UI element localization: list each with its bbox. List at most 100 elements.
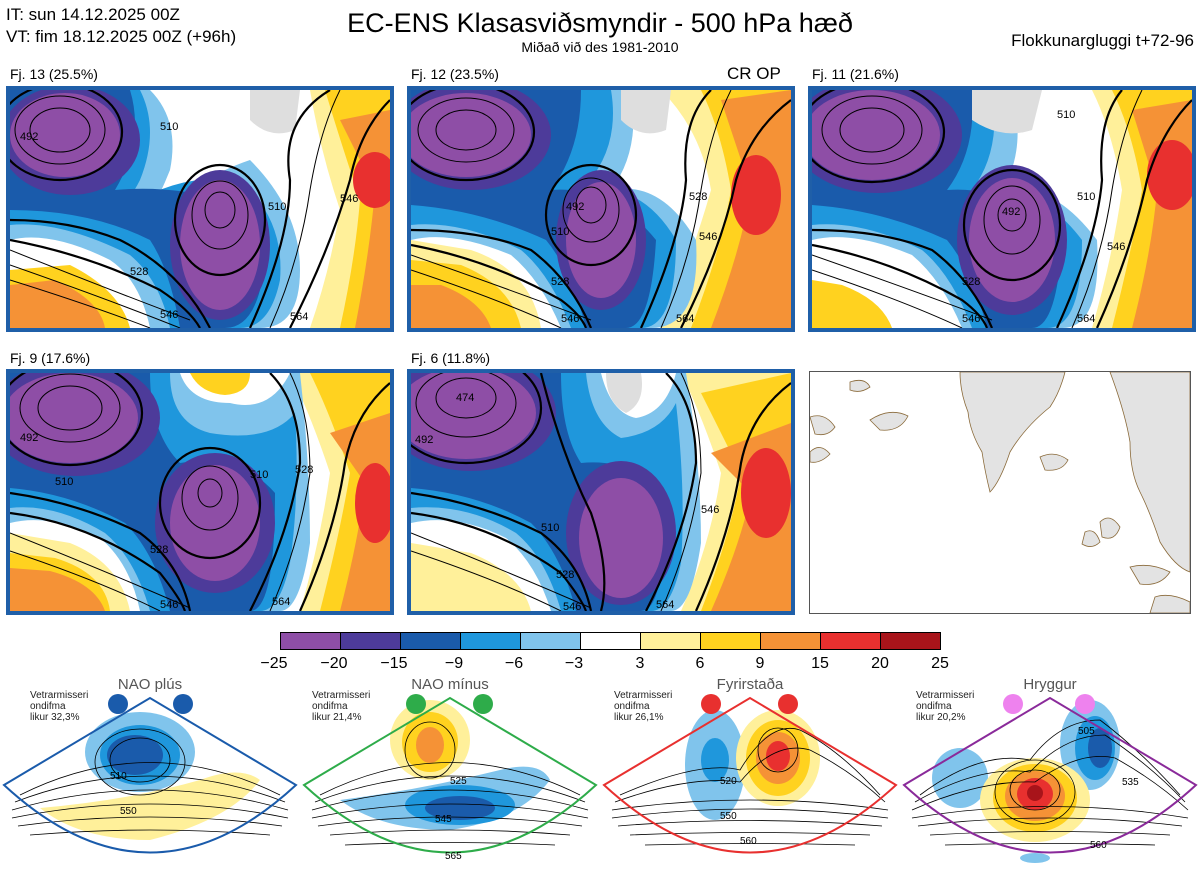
contour-label: 545 <box>435 814 452 825</box>
colorbar-tick: −3 <box>564 655 584 672</box>
contour-label: 546 <box>962 313 980 325</box>
contour-label: 560 <box>740 836 757 847</box>
panel-label-1: Fj. 13 (25.5%) <box>10 66 98 82</box>
regime-blocking[interactable]: Vetrarmisseri ondifma likur 26,1% Fyrirs… <box>600 676 900 871</box>
regime-map: 525 545 565 <box>302 694 598 862</box>
regime-nao-minus[interactable]: Vetrarmisseri ondifma likur 21,4% NAO mí… <box>300 676 600 871</box>
colorbar-tick: −25 <box>260 655 288 672</box>
contour-label: 528 <box>689 191 707 203</box>
colorbar-tick: −6 <box>504 655 524 672</box>
contour-label: 546 <box>160 309 178 321</box>
contour-label: 510 <box>268 201 286 213</box>
contour-label: 564 <box>656 599 674 611</box>
contour-label: 474 <box>456 392 474 404</box>
regime-map: 510 550 <box>2 694 298 854</box>
contour-label: 564 <box>290 311 308 323</box>
contour-label: 565 <box>445 851 462 862</box>
contour-label: 546 <box>340 193 358 205</box>
colorbar-segment <box>880 632 941 650</box>
colorbar-tick: −15 <box>380 655 408 672</box>
colorbar-tick: 20 <box>871 655 889 672</box>
panel-label-3: Fj. 11 (21.6%) <box>812 66 899 82</box>
crop-tag: CR OP <box>727 64 781 83</box>
page-subtitle: Miðað við des 1981-2010 <box>521 39 679 55</box>
contour-label: 560 <box>1090 840 1107 851</box>
cluster-panel-3[interactable]: 492 510 528 546 564 510 546 <box>808 86 1196 332</box>
colorbar-segment <box>580 632 641 650</box>
page-title: EC-ENS Klasasviðsmyndir - 500 hPa hæð <box>347 8 853 38</box>
colorbar-tick: −9 <box>444 655 464 672</box>
contour-label: 528 <box>962 276 980 288</box>
contour-label: 510 <box>110 771 127 782</box>
colorbar-segment <box>820 632 881 650</box>
colorbar-segment <box>640 632 701 650</box>
panel-label-5: Fj. 6 (11.8%) <box>411 350 491 366</box>
regime-note: Vetrarmisseri ondifma likur 26,1% <box>614 690 673 723</box>
colorbar-segment <box>520 632 581 650</box>
contour-label: 510 <box>160 121 178 133</box>
cluster-panel-5[interactable]: 474 510 528 546 564 492 546 <box>407 369 795 615</box>
colorbar-segment <box>340 632 401 650</box>
contour-label: 535 <box>1122 777 1139 788</box>
contour-label: 510 <box>55 476 73 488</box>
contour-label: 492 <box>20 131 38 143</box>
contour-label: 550 <box>720 811 737 822</box>
regime-note: Vetrarmisseri ondifma likur 32,3% <box>30 690 89 723</box>
colorbar-tick: 15 <box>811 655 829 672</box>
contour-label: 546 <box>1107 241 1125 253</box>
init-time: IT: sun 14.12.2025 00Z <box>6 5 180 24</box>
cluster-panel-1[interactable]: 492 510 528 546 564 510 546 <box>6 86 394 332</box>
contour-label: 492 <box>415 434 433 446</box>
colorbar-tick: 25 <box>931 655 949 672</box>
contour-label: 546 <box>701 504 719 516</box>
panel-label-4: Fj. 9 (17.6%) <box>10 350 91 366</box>
contour-label: 510 <box>1057 109 1075 121</box>
colorbar-tick: 6 <box>695 655 705 672</box>
regime-note: Vetrarmisseri ondifma likur 21,4% <box>312 690 371 723</box>
contour-label: 550 <box>120 806 137 817</box>
regime-title: NAO mínus <box>411 676 489 693</box>
contour-label: 564 <box>272 596 290 608</box>
regime-nao-plus[interactable]: Vetrarmisseri ondifma likur 32,3% NAO pl… <box>0 676 300 871</box>
regime-title: Hryggur <box>1023 676 1077 693</box>
colorbar-tick: 9 <box>755 655 765 672</box>
contour-label: 528 <box>130 266 148 278</box>
contour-label: 505 <box>1078 726 1095 737</box>
cluster-panel-4[interactable]: 492 510 528 546 564 510 528 <box>6 369 394 615</box>
colorbar-tick: 3 <box>635 655 645 672</box>
contour-label: 492 <box>566 201 584 213</box>
contour-label: 492 <box>20 432 38 444</box>
valid-time: VT: fim 18.12.2025 00Z (+96h) <box>6 27 237 46</box>
colorbar-tick: −20 <box>320 655 348 672</box>
contour-label: 510 <box>551 226 569 238</box>
colorbar-segment <box>280 632 341 650</box>
panel-label-2: Fj. 12 (23.5%) <box>411 66 499 82</box>
regime-map: 520 550 560 <box>602 694 898 854</box>
colorbar-segment <box>760 632 821 650</box>
contour-label: 546 <box>160 599 178 611</box>
contour-label: 525 <box>450 776 467 787</box>
reference-map <box>809 371 1191 614</box>
regime-ridge[interactable]: Vetrarmisseri ondifma likur 20,2% Hryggu… <box>900 676 1200 871</box>
cluster-panel-2[interactable]: 492 510 528 546 564 528 546 <box>407 86 795 332</box>
contour-label: 528 <box>551 276 569 288</box>
contour-label: 564 <box>676 313 694 325</box>
contour-label: 510 <box>541 522 559 534</box>
contour-label: 546 <box>561 313 579 325</box>
header-times: IT: sun 14.12.2025 00Z VT: fim 18.12.202… <box>6 4 236 48</box>
colorbar-segment <box>400 632 461 650</box>
contour-label: 528 <box>150 544 168 556</box>
colorbar-segment <box>700 632 761 650</box>
contour-label: 510 <box>250 469 268 481</box>
window-label: Flokkunargluggi t+72-96 <box>1011 31 1194 50</box>
contour-label: 520 <box>720 776 737 787</box>
contour-label: 492 <box>1002 206 1020 218</box>
contour-label: 564 <box>1077 313 1095 325</box>
contour-label: 528 <box>556 569 574 581</box>
regime-note: Vetrarmisseri ondifma likur 20,2% <box>916 690 975 723</box>
contour-label: 546 <box>563 601 581 611</box>
colorbar-segment <box>460 632 521 650</box>
regime-title: Fyrirstaða <box>716 676 784 693</box>
contour-label: 528 <box>295 464 313 476</box>
contour-label: 510 <box>1077 191 1095 203</box>
